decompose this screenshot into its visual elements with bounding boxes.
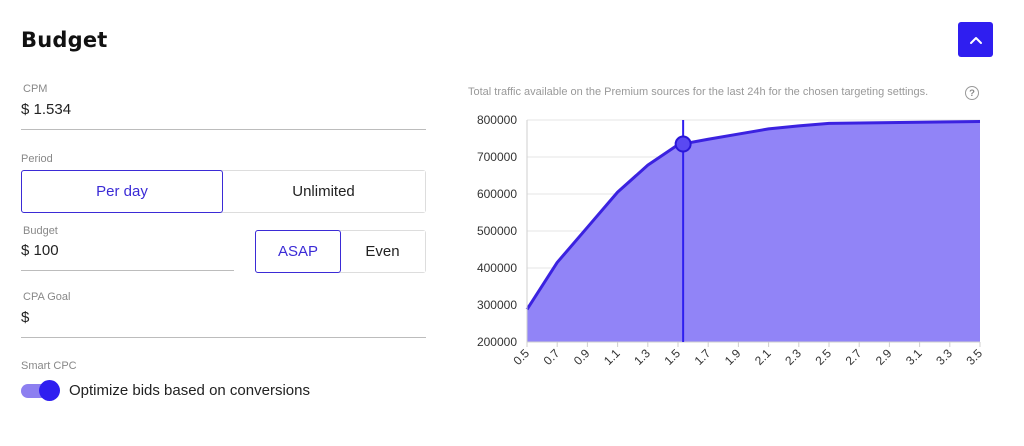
period-label: Period bbox=[21, 153, 53, 165]
cpa-goal-label: CPA Goal bbox=[23, 291, 71, 303]
pacing-toggle-group: ASAP Even bbox=[255, 230, 426, 273]
pacing-asap-button[interactable]: ASAP bbox=[255, 230, 341, 273]
collapse-button[interactable] bbox=[958, 22, 993, 57]
x-tick-label: 1.3 bbox=[631, 346, 653, 368]
x-tick-label: 2.5 bbox=[812, 346, 834, 368]
x-tick-label: 3.5 bbox=[963, 346, 985, 368]
series-line bbox=[525, 119, 981, 311]
period-per-day-button[interactable]: Per day bbox=[21, 170, 223, 213]
x-tick-label: 0.5 bbox=[510, 346, 532, 368]
x-tick-label: 1.1 bbox=[601, 346, 623, 368]
budget-label: Budget bbox=[23, 225, 58, 237]
cpm-underline bbox=[21, 129, 426, 130]
y-tick-label: 500000 bbox=[477, 224, 517, 238]
period-toggle-group: Per day Unlimited bbox=[21, 170, 426, 213]
chevron-up-icon bbox=[969, 36, 982, 44]
x-tick-label: 2.3 bbox=[782, 346, 804, 368]
x-tick-label: 1.7 bbox=[692, 346, 714, 368]
cpa-goal-input[interactable]: $ bbox=[21, 309, 30, 326]
x-tick-label: 0.7 bbox=[541, 346, 563, 368]
question-circle-icon[interactable]: ? bbox=[965, 86, 979, 100]
x-tick-label: 3.1 bbox=[903, 346, 925, 368]
y-tick-label: 600000 bbox=[477, 187, 517, 201]
x-tick-label: 1.9 bbox=[722, 346, 744, 368]
y-tick-label: 700000 bbox=[477, 150, 517, 164]
chart-caption: Total traffic available on the Premium s… bbox=[468, 86, 929, 98]
pacing-even-button[interactable]: Even bbox=[340, 231, 425, 272]
x-tick-label: 0.9 bbox=[571, 346, 593, 368]
x-tick-label: 1.5 bbox=[661, 346, 683, 368]
x-tick-label: 2.7 bbox=[843, 346, 865, 368]
y-tick-label: 400000 bbox=[477, 261, 517, 275]
y-tick-label: 800000 bbox=[477, 113, 517, 127]
cpm-input[interactable]: $ 1.534 bbox=[21, 101, 72, 118]
budget-underline bbox=[21, 270, 234, 271]
period-unlimited-button[interactable]: Unlimited bbox=[222, 171, 425, 212]
cpa-goal-underline bbox=[21, 337, 426, 338]
y-tick-label: 200000 bbox=[477, 335, 517, 349]
cpm-label: CPM bbox=[23, 83, 48, 95]
x-tick-label: 3.3 bbox=[933, 346, 955, 368]
smart-cpc-label: Smart CPC bbox=[21, 360, 77, 372]
toggle-knob bbox=[39, 380, 60, 401]
budget-input[interactable]: $ 100 bbox=[21, 242, 59, 259]
marker-point bbox=[674, 135, 692, 153]
x-tick-label: 2.9 bbox=[873, 346, 895, 368]
y-tick-label: 300000 bbox=[477, 298, 517, 312]
x-tick-label: 2.1 bbox=[752, 346, 774, 368]
series-area bbox=[527, 121, 980, 342]
section-title: Budget bbox=[21, 28, 108, 52]
smart-cpc-toggle[interactable] bbox=[21, 379, 61, 401]
traffic-chart: 200000 300000 400000 500000 600000 700000 8000… bbox=[477, 113, 985, 368]
smart-cpc-toggle-label: Optimize bids based on conversions bbox=[69, 382, 310, 399]
